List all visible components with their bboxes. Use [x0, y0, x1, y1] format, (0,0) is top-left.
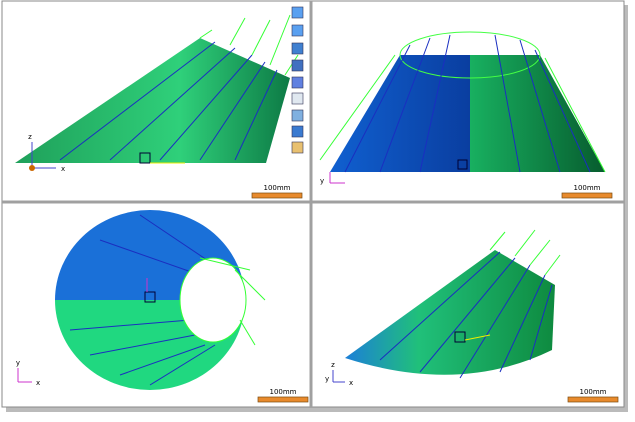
- edge-lines: [69, 214, 216, 386]
- scale-bar: [561, 192, 613, 199]
- tool-icon[interactable]: [291, 125, 304, 138]
- axis-label: y: [325, 375, 329, 383]
- axis-triad: [332, 370, 345, 383]
- axis-label: y: [320, 177, 324, 185]
- axis-label: z: [331, 361, 335, 369]
- axis-line: [464, 334, 491, 341]
- viewport[interactable]: z x 100mm: [15, 6, 304, 199]
- axis-triad: [31, 142, 56, 169]
- origin-marker: [144, 291, 156, 303]
- edge-lines: [489, 229, 561, 276]
- scale-bar: [257, 396, 309, 403]
- scale-label: 100mm: [270, 388, 297, 396]
- cone-shape: [15, 38, 290, 163]
- axis-triad: [329, 172, 345, 184]
- scale-label: 100mm: [574, 184, 601, 192]
- origin-marker: [457, 159, 468, 170]
- cone-opening: [179, 257, 247, 343]
- scale-bar: [251, 192, 303, 199]
- toolbar: [291, 6, 304, 154]
- edge-lines: [59, 41, 278, 161]
- viewport[interactable]: y 100mm: [319, 31, 613, 199]
- origin-marker: [139, 152, 151, 164]
- tool-icon[interactable]: [291, 141, 304, 154]
- cone-shape: [345, 250, 555, 375]
- tool-icon[interactable]: [291, 76, 304, 89]
- tool-icon[interactable]: [291, 59, 304, 72]
- scale-label: 100mm: [580, 388, 607, 396]
- axis-label: x: [36, 379, 40, 387]
- tool-icon[interactable]: [291, 92, 304, 105]
- edge-lines: [199, 14, 299, 76]
- viewport[interactable]: y x 100mm: [16, 210, 309, 403]
- axis-origin: [29, 165, 35, 171]
- tool-icon[interactable]: [291, 109, 304, 122]
- viewport[interactable]: z y x 100mm: [325, 229, 619, 403]
- origin-marker: [454, 331, 466, 343]
- edge-lines: [319, 54, 606, 173]
- scale-label: 100mm: [264, 184, 291, 192]
- axis-label: x: [61, 165, 65, 173]
- axis-label: z: [28, 133, 32, 141]
- axis-triad: [17, 368, 32, 383]
- cone-shape: [330, 55, 470, 172]
- edge-lines: [379, 251, 553, 379]
- edge-lines: [199, 257, 266, 346]
- axis-label: x: [349, 379, 353, 387]
- scale-bar: [567, 396, 619, 403]
- edge-lines: [344, 34, 591, 173]
- cone-top-edge: [399, 31, 541, 79]
- tool-icon[interactable]: [291, 24, 304, 37]
- tool-icon[interactable]: [291, 42, 304, 55]
- tool-icon[interactable]: [291, 6, 304, 19]
- axis-label: y: [16, 359, 20, 367]
